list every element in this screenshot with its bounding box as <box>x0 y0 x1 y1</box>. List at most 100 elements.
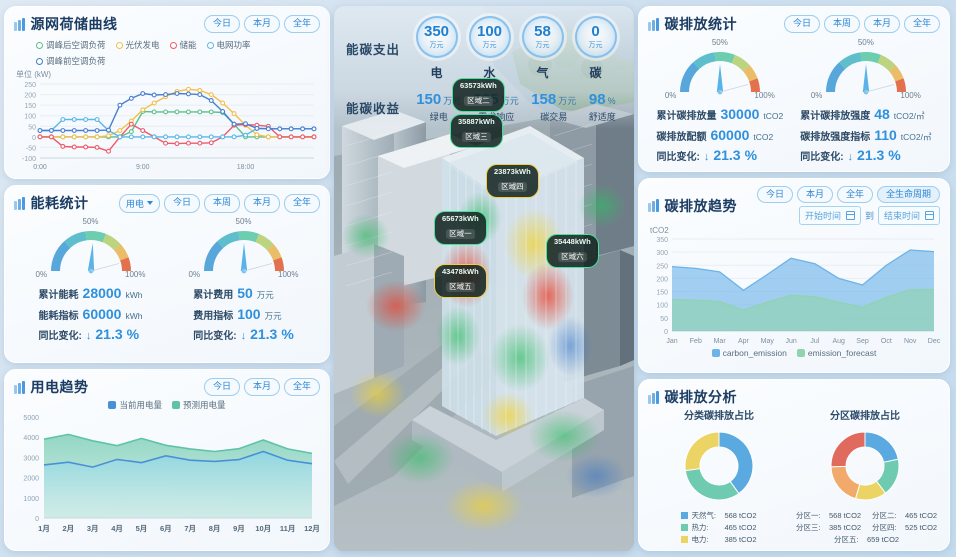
legend-item[interactable]: 电网功率 <box>206 39 251 51</box>
panel-title-group: 用电趋势 <box>14 377 89 397</box>
filter-year[interactable]: 全年 <box>283 193 320 213</box>
panel-energy-stats: 能耗统计 用电 今日 本周 本月 全年 50% <box>4 185 330 363</box>
filter-week[interactable]: 本周 <box>203 193 240 213</box>
svg-text:9:00: 9:00 <box>136 164 150 171</box>
svg-text:250: 250 <box>656 264 668 271</box>
zone-tag[interactable]: 35448kWh 区域六 <box>546 234 599 269</box>
filter-today[interactable]: 今日 <box>203 378 240 396</box>
svg-text:200: 200 <box>656 277 668 284</box>
time-filter-group: 用电 今日 本周 本月 全年 <box>118 193 320 213</box>
donut-slice[interactable] <box>830 431 866 468</box>
panel-carbon-trend: 碳排放趋势 今日 本月 全年 全生命周期 开始时间 到 <box>638 178 950 373</box>
legend-item[interactable]: 分区三: 385 tCO2 <box>793 522 861 533</box>
stat-key: 同比变化: <box>800 152 844 163</box>
gauge-mid-label: 50% <box>857 38 874 47</box>
kpi-cell: 350 万元电 <box>415 16 458 81</box>
legend-value: 568 tCO2 <box>829 511 862 520</box>
svg-text:0: 0 <box>32 135 36 142</box>
svg-text:Feb: Feb <box>690 338 702 345</box>
legend-item[interactable]: 储能 <box>169 39 197 51</box>
panel-title-group: 碳排放分析 <box>648 387 737 407</box>
filter-today[interactable]: 今日 <box>756 186 793 204</box>
legend-item[interactable]: 分区二: 465 tCO2 <box>869 510 937 521</box>
kpi-value: 0 <box>591 23 600 40</box>
donut-slice[interactable] <box>830 465 861 500</box>
legend-label: 分区四: <box>872 523 897 532</box>
legend-item[interactable]: 调峰后空调负荷 <box>36 39 106 51</box>
energy-type-value: 用电 <box>125 198 144 209</box>
legend-item[interactable]: 分区四: 525 tCO2 <box>869 522 937 533</box>
filter-month[interactable]: 本月 <box>243 378 280 396</box>
legend-item[interactable]: 分区五: 659 tCO2 <box>831 534 899 545</box>
filter-today[interactable]: 今日 <box>163 193 200 213</box>
filter-month[interactable]: 本月 <box>243 193 280 213</box>
panel-header: 碳排放趋势 今日 本月 全年 全生命周期 开始时间 到 <box>648 186 940 226</box>
legend-item[interactable]: 预测用电量 <box>172 399 226 411</box>
stat-key: 累计碳排放强度 <box>800 111 871 122</box>
zone-tag[interactable]: 35887kWh 区域三 <box>450 114 503 149</box>
legend-item[interactable]: 热力: 465 tCO2 <box>681 522 757 533</box>
title-bars-icon <box>648 17 659 31</box>
legend-item[interactable]: emission_forecast <box>796 348 876 358</box>
legend-item[interactable]: 天然气: 568 tCO2 <box>681 510 757 521</box>
gauge-mid-label: 50% <box>235 217 252 226</box>
legend-item[interactable]: carbon_emission <box>711 348 787 358</box>
energy-type-select[interactable]: 用电 <box>118 193 160 213</box>
zone-donut-chart[interactable] <box>810 424 920 508</box>
zone-value: 23873kWh <box>494 167 531 176</box>
legend-label: 分区一: <box>796 511 821 520</box>
carbon-trend-legend: carbon_emission emission_forecast <box>648 348 940 358</box>
stat-unit: % <box>281 326 294 342</box>
filter-month[interactable]: 本月 <box>243 15 280 33</box>
end-date-input[interactable]: 结束时间 <box>877 206 940 226</box>
panel-title: 碳排放趋势 <box>664 197 737 214</box>
stat-value: 21.3 <box>95 326 123 342</box>
legend-item[interactable]: 调峰前空调负荷 <box>36 55 106 67</box>
legend-item[interactable]: 电力: 385 tCO2 <box>681 534 757 545</box>
filter-today[interactable]: 今日 <box>203 15 240 33</box>
filter-month[interactable]: 本月 <box>863 15 900 33</box>
svg-text:2000: 2000 <box>23 476 39 483</box>
filter-month[interactable]: 本月 <box>796 186 833 204</box>
zone-tag[interactable]: 43478kWh 区域五 <box>434 264 487 299</box>
trend-down-icon: ↓ <box>703 151 710 163</box>
donut-slice[interactable] <box>684 431 720 472</box>
stat-row: 累计碳排放量 30000 tCO2 <box>656 104 783 125</box>
zone-tag[interactable]: 65673kWh 区域一 <box>434 211 487 246</box>
panel-title: 碳排放统计 <box>664 16 737 32</box>
gauge-values: 累计能耗 28000 kWh 能耗指标 60000 kWh 同比变化: ↓ <box>39 283 143 345</box>
donut-by-type: 分类碳排放占比 天然气: 568 tCO2 热力: 465 tCO2 电力: 385 tC… <box>648 407 790 545</box>
kpi-cell: 0 万元碳 <box>574 16 617 81</box>
panel-title: 能耗统计 <box>30 195 89 211</box>
carbon-trend-chart: 0 50 100 150 200 250 300 350 Jan Feb Mar Apr May Jun J… <box>656 237 940 345</box>
time-filter-group: 今日 本周 本月 全年 <box>783 15 940 33</box>
filter-year[interactable]: 全年 <box>283 15 320 33</box>
type-donut-chart[interactable] <box>664 424 774 508</box>
legend-item[interactable]: 当前用电量 <box>108 399 162 411</box>
filter-year[interactable]: 全年 <box>836 186 873 204</box>
svg-text:4000: 4000 <box>23 435 39 442</box>
legend-item[interactable]: 光伏发电 <box>115 39 160 51</box>
filter-lifecycle[interactable]: 全生命周期 <box>876 186 940 204</box>
svg-text:0:00: 0:00 <box>33 164 47 171</box>
donut-slice[interactable] <box>684 467 740 501</box>
donut-slice[interactable] <box>864 431 899 463</box>
gauge-dial: 50% 0% 100% <box>185 217 303 281</box>
zone-tag[interactable]: 63573kWh 区域二 <box>452 78 505 113</box>
start-date-input[interactable]: 开始时间 <box>798 206 861 226</box>
gauge-min-label: 0% <box>188 270 201 279</box>
zone-value: 35887kWh <box>458 117 495 126</box>
filter-today[interactable]: 今日 <box>783 15 820 33</box>
filter-year[interactable]: 全年 <box>283 378 320 396</box>
stat-unit: tCO2 <box>763 111 784 121</box>
legend-label: 分区三: <box>796 523 821 532</box>
zone-tag[interactable]: 23873kWh 区域四 <box>486 164 539 199</box>
stat-value: 110 <box>874 126 897 143</box>
income-items: 150万元绿电235万元需求响应158万元碳交易98%舒适度 <box>410 91 622 123</box>
trend-down-icon: ↓ <box>240 330 247 342</box>
filter-year[interactable]: 全年 <box>903 15 940 33</box>
legend-item[interactable]: 分区一: 568 tCO2 <box>793 510 861 521</box>
filter-week[interactable]: 本周 <box>823 15 860 33</box>
